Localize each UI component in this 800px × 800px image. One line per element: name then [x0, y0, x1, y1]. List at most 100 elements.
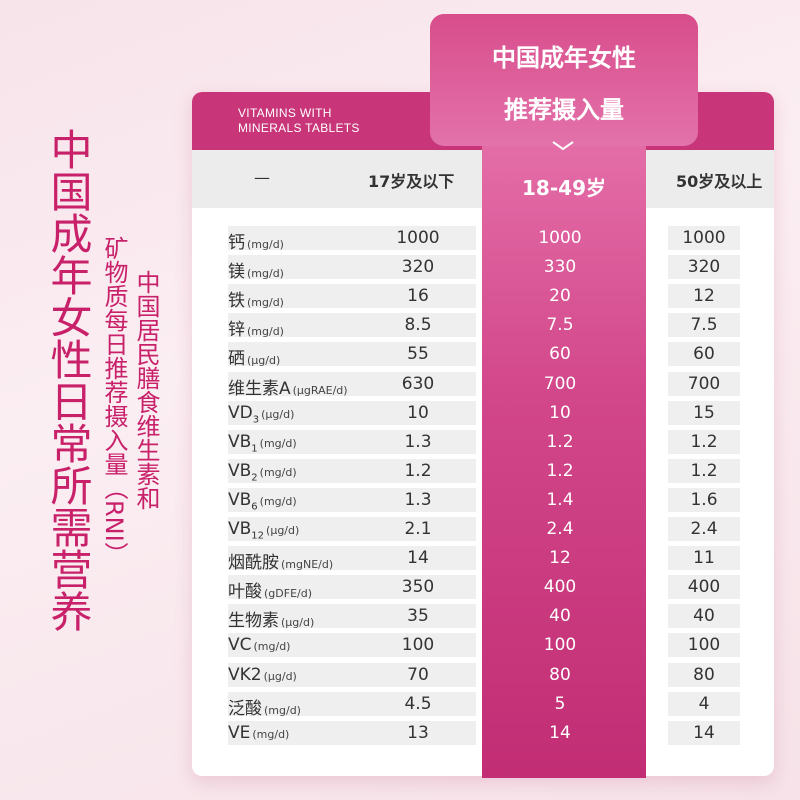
value-mid: 7.5: [546, 315, 574, 336]
nutrient-name: VB6 (mg/d): [228, 490, 297, 512]
nutrient-unit: (mgNE/d): [281, 558, 334, 572]
nutrient-name: 硒 (μg/d): [228, 344, 280, 369]
row-band-right: [668, 517, 740, 541]
sub-vertical-title-minerals: 矿物质每日推荐摄入量（RNI）: [100, 236, 128, 566]
value-young: 2.1: [404, 519, 432, 539]
value-young: 1.3: [404, 431, 432, 452]
value-old: 80: [693, 664, 715, 685]
value-mid: 2.4: [546, 519, 574, 539]
value-old: 14: [693, 722, 715, 743]
table-row: 镁 (mg/d) 320 330 320: [192, 253, 774, 282]
nutrient-name: VB12 (μg/d): [228, 519, 299, 541]
nutrient-unit: (mg/d): [259, 465, 297, 479]
nutrient-unit: (mg/d): [259, 494, 297, 508]
row-band-left: [228, 342, 476, 367]
row-band-left: [228, 313, 476, 338]
value-old: 15: [693, 402, 715, 423]
row-band-right: [668, 342, 740, 367]
nutrient-subscript: 6: [251, 501, 258, 513]
value-mid: 400: [543, 577, 577, 598]
row-band-right: [668, 604, 740, 629]
brand-line-1: VITAMINS WITH: [238, 106, 332, 120]
value-mid: 20: [549, 286, 571, 307]
nutrient-name: VD3 (μg/d): [228, 403, 294, 425]
nutrient-unit: (μg/d): [261, 407, 295, 421]
nutrient-unit: (mg/d): [253, 640, 291, 654]
row-band-right: [668, 400, 740, 425]
value-old: 12: [693, 286, 715, 307]
value-old: 1.2: [690, 431, 718, 452]
row-band-right: [668, 546, 740, 571]
row-band-right: [668, 458, 740, 483]
nutrient-unit: (mg/d): [247, 325, 284, 339]
nutrient-label: 锌: [228, 320, 245, 341]
value-young: 35: [407, 606, 429, 627]
value-old: 400: [687, 577, 721, 598]
table-row: 硒 (μg/d) 55 60 60: [192, 340, 774, 369]
row-band-left: [228, 604, 476, 629]
row-band-left: [228, 226, 476, 250]
nutrient-name: 烟酰胺 (mgNE/d): [228, 548, 333, 573]
nutrient-name: VE (mg/d): [228, 723, 289, 743]
row-band-left: [228, 633, 476, 658]
nutrient-name: VB2 (mg/d): [228, 461, 297, 483]
table-row: VE (mg/d) 13 14 14: [192, 719, 774, 747]
value-young: 1.2: [404, 460, 432, 481]
nutrient-label: VB: [228, 489, 252, 510]
row-band-left: [228, 487, 476, 512]
nutrient-unit: (mg/d): [259, 436, 297, 450]
table-row: VB2 (mg/d) 1.2 1.2 1.2: [192, 457, 774, 485]
row-band-right: [668, 720, 740, 745]
row-band-left: [228, 575, 476, 600]
value-old: 7.5: [690, 315, 718, 336]
row-band-left: [228, 546, 476, 571]
table-row: 铁 (mg/d) 16 20 12: [192, 282, 774, 311]
value-mid: 14: [549, 722, 571, 743]
row-band-right: [668, 371, 740, 396]
table-row: 叶酸 (gDFE/d) 350 400 400: [192, 573, 774, 602]
nutrient-name: 镁 (mg/d): [228, 257, 284, 282]
nutrient-unit: (μg/d): [247, 354, 281, 368]
row-band-right: [668, 633, 740, 658]
nutrient-unit: (μg/d): [266, 524, 300, 537]
value-old: 1.6: [690, 489, 718, 510]
nutrient-label: VB: [228, 460, 252, 481]
value-young: 14: [407, 548, 429, 569]
value-old: 60: [693, 344, 715, 365]
nutrient-name: 维生素A (μgRAE/d): [228, 374, 348, 399]
value-mid: 700: [543, 373, 577, 394]
nutrient-name: VK2 (μg/d): [228, 665, 297, 685]
table-row: 钙 (mg/d) 1000 1000 1000: [192, 224, 774, 253]
sub-vertical-title-vitamins: 中国居民膳食维生素和: [132, 270, 160, 510]
nutrient-unit: (μg/d): [263, 669, 297, 683]
value-young: 320: [401, 257, 435, 278]
table-row: VB6 (mg/d) 1.3 1.4 1.6: [192, 486, 774, 514]
value-mid: 80: [549, 664, 571, 685]
value-old: 1.2: [690, 460, 718, 481]
nutrient-unit: (mg/d): [264, 703, 301, 717]
row-band-left: [228, 284, 476, 309]
value-old: 2.4: [690, 519, 718, 539]
highlight-column-panel: [482, 138, 646, 778]
highlight-column-header: 中国成年女性 推荐摄入量: [430, 14, 698, 146]
row-band-left: [228, 371, 476, 396]
value-mid: 10: [549, 402, 571, 423]
row-band-right: [668, 429, 740, 454]
nutrient-name: VB1 (mg/d): [228, 432, 297, 454]
nutrient-name: 生物素 (μg/d): [228, 606, 314, 631]
row-band-left: [228, 458, 476, 483]
row-band-right: [668, 284, 740, 309]
brand-line-2: MINERALS TABLETS: [238, 121, 360, 135]
column-header-old: 50岁及以上: [676, 172, 763, 191]
value-mid: 1000: [538, 228, 582, 248]
value-young: 13: [407, 722, 429, 743]
nutrient-label: 生物素: [228, 611, 279, 632]
table-row: 生物素 (μg/d) 35 40 40: [192, 602, 774, 631]
column-header-mid: 18-49岁: [522, 176, 606, 200]
value-young: 100: [401, 635, 435, 656]
nutrient-label: 泛酸: [228, 698, 262, 719]
nutrient-name: 泛酸 (mg/d): [228, 694, 301, 719]
value-mid: 5: [554, 693, 566, 714]
value-young: 350: [401, 577, 435, 598]
value-old: 700: [687, 373, 721, 394]
